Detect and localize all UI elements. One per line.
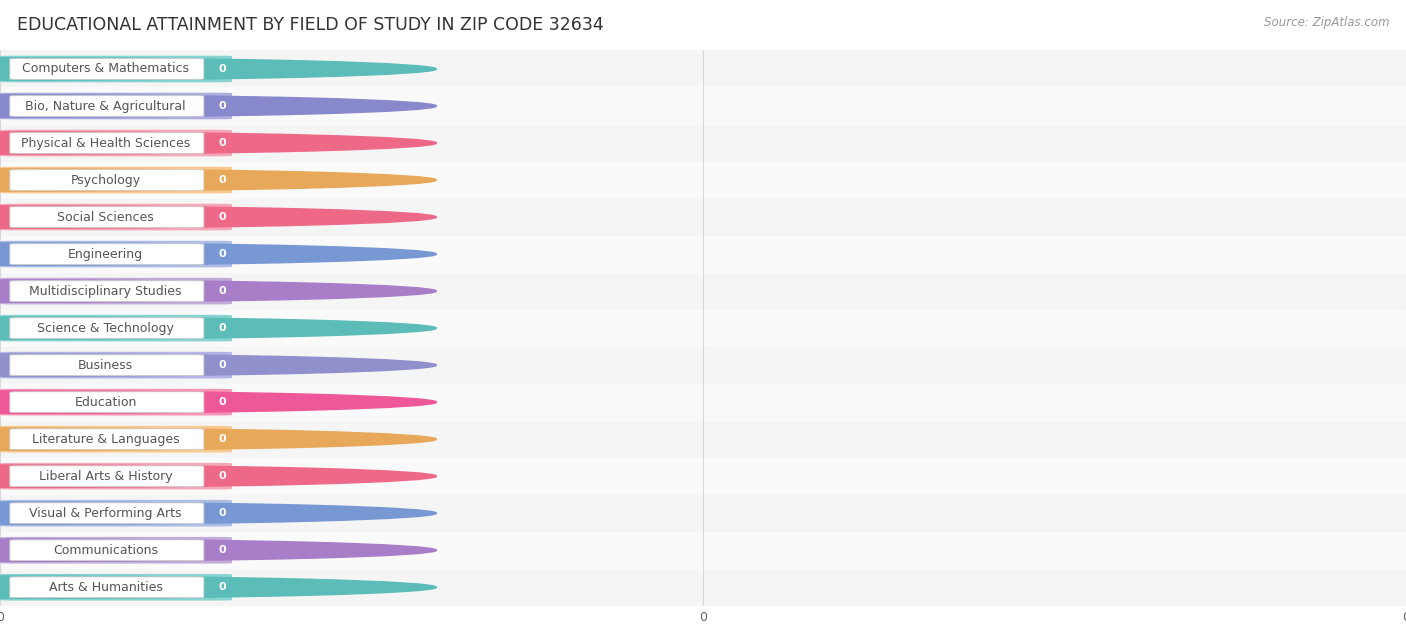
Text: Multidisciplinary Studies: Multidisciplinary Studies <box>30 285 181 298</box>
Text: 0: 0 <box>218 101 226 111</box>
Text: 0: 0 <box>218 360 226 370</box>
Bar <box>0 162 1406 199</box>
FancyBboxPatch shape <box>0 56 232 82</box>
Text: Bio, Nature & Agricultural: Bio, Nature & Agricultural <box>25 100 186 112</box>
Text: Computers & Mathematics: Computers & Mathematics <box>22 62 188 76</box>
FancyBboxPatch shape <box>10 355 204 375</box>
Text: Psychology: Psychology <box>70 174 141 187</box>
FancyBboxPatch shape <box>0 426 232 452</box>
Bar <box>0 273 1406 310</box>
FancyBboxPatch shape <box>10 392 204 413</box>
Text: Business: Business <box>77 358 134 372</box>
Text: Source: ZipAtlas.com: Source: ZipAtlas.com <box>1264 16 1389 29</box>
FancyBboxPatch shape <box>10 59 204 80</box>
FancyBboxPatch shape <box>0 93 232 119</box>
Circle shape <box>0 391 436 413</box>
Bar <box>0 88 1406 124</box>
Text: Social Sciences: Social Sciences <box>58 211 153 223</box>
Bar <box>0 124 1406 162</box>
Circle shape <box>0 243 436 265</box>
Text: Science & Technology: Science & Technology <box>37 322 174 334</box>
Circle shape <box>0 58 436 80</box>
FancyBboxPatch shape <box>10 503 204 524</box>
Bar <box>0 50 1406 88</box>
Bar <box>0 310 1406 346</box>
Text: 0: 0 <box>218 212 226 222</box>
Text: Literature & Languages: Literature & Languages <box>32 433 179 445</box>
Text: Liberal Arts & History: Liberal Arts & History <box>38 469 173 483</box>
FancyBboxPatch shape <box>10 577 204 598</box>
Text: Communications: Communications <box>53 544 157 557</box>
Bar <box>0 199 1406 235</box>
Text: 0: 0 <box>218 175 226 185</box>
Text: Visual & Performing Arts: Visual & Performing Arts <box>30 507 181 520</box>
Text: 0: 0 <box>218 323 226 333</box>
Text: Physical & Health Sciences: Physical & Health Sciences <box>21 136 190 150</box>
FancyBboxPatch shape <box>10 466 204 487</box>
Text: 0: 0 <box>218 138 226 148</box>
FancyBboxPatch shape <box>10 170 204 191</box>
FancyBboxPatch shape <box>0 463 232 490</box>
Circle shape <box>0 317 436 339</box>
Text: Education: Education <box>75 396 136 409</box>
FancyBboxPatch shape <box>10 318 204 338</box>
FancyBboxPatch shape <box>10 281 204 302</box>
FancyBboxPatch shape <box>0 167 232 193</box>
FancyBboxPatch shape <box>10 96 204 116</box>
FancyBboxPatch shape <box>10 244 204 264</box>
Circle shape <box>0 280 436 302</box>
Bar <box>0 457 1406 495</box>
Text: 0: 0 <box>218 508 226 518</box>
FancyBboxPatch shape <box>0 537 232 563</box>
Circle shape <box>0 95 436 117</box>
FancyBboxPatch shape <box>0 278 232 304</box>
Circle shape <box>0 354 436 376</box>
FancyBboxPatch shape <box>0 315 232 341</box>
Text: 0: 0 <box>218 64 226 74</box>
Bar <box>0 532 1406 569</box>
Bar <box>0 421 1406 457</box>
Circle shape <box>0 502 436 524</box>
Text: 0: 0 <box>218 249 226 259</box>
FancyBboxPatch shape <box>10 540 204 560</box>
Bar <box>0 384 1406 421</box>
FancyBboxPatch shape <box>0 352 232 379</box>
Circle shape <box>0 465 436 487</box>
Text: 0: 0 <box>218 471 226 481</box>
Text: 0: 0 <box>218 545 226 555</box>
FancyBboxPatch shape <box>0 204 232 230</box>
Circle shape <box>0 428 436 451</box>
Text: 0: 0 <box>218 286 226 296</box>
Circle shape <box>0 169 436 191</box>
FancyBboxPatch shape <box>0 130 232 156</box>
FancyBboxPatch shape <box>10 429 204 449</box>
Bar <box>0 346 1406 384</box>
Text: 0: 0 <box>218 397 226 407</box>
Circle shape <box>0 132 436 154</box>
Circle shape <box>0 206 436 228</box>
FancyBboxPatch shape <box>0 389 232 415</box>
Bar <box>0 235 1406 273</box>
FancyBboxPatch shape <box>0 574 232 601</box>
FancyBboxPatch shape <box>10 207 204 227</box>
FancyBboxPatch shape <box>10 133 204 153</box>
Circle shape <box>0 576 436 598</box>
Bar <box>0 569 1406 606</box>
Text: Engineering: Engineering <box>67 247 143 261</box>
FancyBboxPatch shape <box>0 241 232 268</box>
FancyBboxPatch shape <box>0 500 232 526</box>
Bar <box>0 495 1406 532</box>
Text: EDUCATIONAL ATTAINMENT BY FIELD OF STUDY IN ZIP CODE 32634: EDUCATIONAL ATTAINMENT BY FIELD OF STUDY… <box>17 16 603 34</box>
Circle shape <box>0 539 436 562</box>
Text: 0: 0 <box>218 434 226 444</box>
Text: 0: 0 <box>218 582 226 593</box>
Text: Arts & Humanities: Arts & Humanities <box>49 581 162 594</box>
